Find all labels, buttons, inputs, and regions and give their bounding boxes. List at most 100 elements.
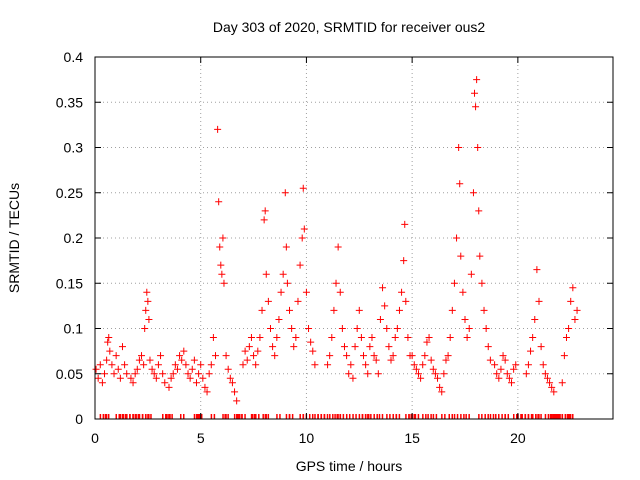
data-point (307, 338, 315, 346)
data-point (434, 374, 442, 382)
data-point (473, 76, 481, 84)
data-point (176, 352, 184, 360)
data-point (309, 347, 317, 355)
x-axis-label: GPS time / hours (296, 458, 403, 474)
gap-point (168, 414, 173, 419)
data-point (209, 334, 217, 342)
data-point (491, 361, 499, 369)
data-point (188, 365, 196, 373)
y-tick-label: 0 (75, 411, 83, 427)
gap-point (367, 414, 372, 419)
data-point (277, 288, 285, 296)
data-point (146, 356, 154, 364)
gap-point (102, 414, 108, 419)
data-point (195, 370, 203, 378)
data-point (442, 356, 450, 364)
data-point (116, 374, 124, 382)
data-point (145, 315, 153, 323)
data-point (385, 343, 393, 351)
data-point (444, 352, 452, 360)
data-point (288, 325, 296, 332)
y-tick-label: 0.3 (64, 140, 84, 156)
data-point (527, 347, 535, 355)
data-point (522, 370, 530, 378)
gap-point (422, 414, 427, 419)
data-point (273, 334, 281, 342)
data-point (299, 184, 307, 192)
data-point (505, 374, 513, 382)
gap-point (378, 414, 384, 419)
data-point (216, 243, 224, 251)
data-point (448, 306, 456, 314)
data-point (343, 352, 351, 360)
data-point (103, 356, 111, 364)
data-point (215, 198, 223, 206)
data-point (207, 361, 215, 369)
data-point (336, 288, 344, 296)
data-point (421, 352, 429, 360)
grid-layer (95, 57, 613, 419)
data-point (402, 297, 410, 305)
x-tick-label: 0 (91, 430, 99, 446)
data-point (353, 325, 361, 332)
data-point (294, 297, 302, 305)
data-point (355, 306, 363, 314)
x-tick-label: 20 (510, 430, 526, 446)
gap-point (352, 414, 357, 419)
data-point (121, 361, 129, 369)
gap-point (484, 414, 489, 419)
data-point (512, 361, 520, 369)
data-point (374, 370, 382, 378)
data-point (459, 288, 467, 296)
gap-point (535, 414, 540, 419)
data-point (262, 270, 270, 278)
data-point (376, 315, 384, 323)
data-point (258, 306, 266, 314)
data-point (275, 315, 283, 323)
gap-point (334, 414, 339, 419)
data-point (201, 383, 209, 391)
gap-point (489, 414, 495, 419)
data-point (400, 257, 408, 265)
data-point (260, 216, 268, 224)
data-point (203, 388, 211, 396)
gap-point (236, 414, 241, 419)
data-point (471, 89, 479, 97)
data-point (104, 338, 112, 346)
gap-point (547, 414, 553, 419)
data-point (197, 361, 205, 369)
data-point (254, 347, 262, 355)
data-point (524, 361, 532, 369)
gap-point (308, 414, 314, 419)
data-point (114, 365, 122, 373)
data-point (135, 356, 143, 364)
data-point (290, 343, 298, 351)
x-tick-label: 10 (299, 430, 315, 446)
gap-point (166, 414, 171, 419)
data-point (173, 365, 181, 373)
data-point (453, 234, 461, 242)
data-point (105, 334, 113, 342)
data-point (351, 343, 359, 351)
data-point (529, 334, 537, 342)
data-point (305, 325, 313, 332)
gap-point (145, 414, 150, 419)
ticks-layer: 0 0.05 0.1 0.15 0.2 0.25 0.3 0.35 0.4 0 5 10 15 20 (56, 49, 613, 446)
data-point (389, 352, 397, 360)
data-point (539, 361, 547, 369)
gap-point (569, 414, 574, 419)
data-point (129, 379, 137, 387)
data-point (279, 270, 287, 278)
data-point (169, 370, 177, 378)
gap-point (339, 414, 345, 419)
data-point (429, 365, 437, 373)
points-layer (92, 76, 581, 419)
data-point (391, 334, 399, 342)
data-point (138, 352, 146, 360)
data-point (495, 374, 503, 382)
data-point (546, 379, 554, 387)
data-point (123, 370, 131, 378)
data-point (157, 352, 165, 360)
gap-point (264, 414, 270, 419)
data-point (414, 370, 422, 378)
